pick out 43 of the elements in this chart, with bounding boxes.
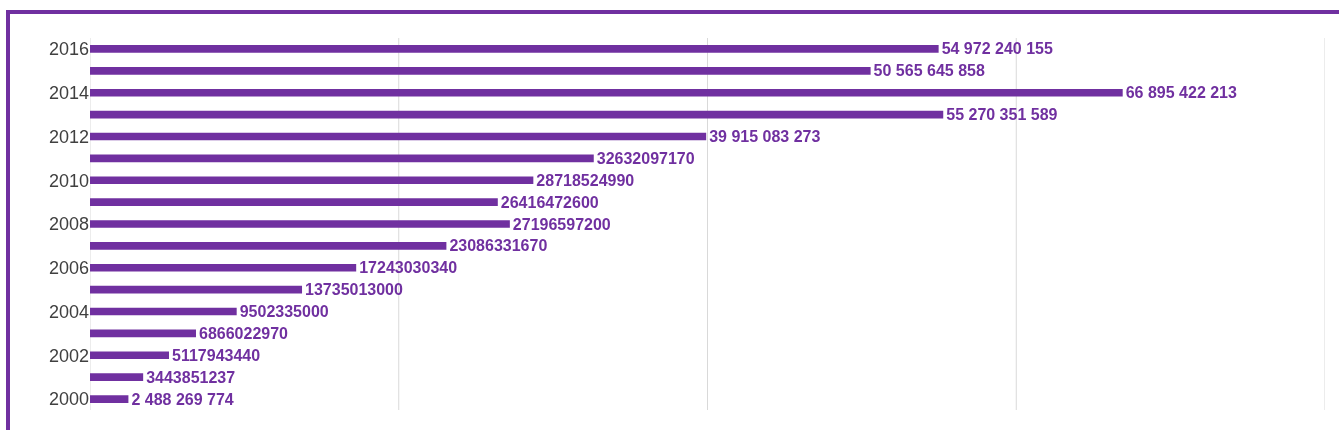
bar (90, 242, 447, 250)
data-label: 17243030340 (359, 259, 458, 277)
data-label: 6866022970 (198, 324, 289, 342)
bar (90, 132, 707, 141)
data-label: 39 915 083 273 (709, 127, 821, 145)
bar (90, 45, 939, 53)
data-label: 66 895 422 213 (1125, 84, 1238, 102)
data-label: 13735013000 (305, 281, 404, 299)
y-tick-label: 2006 (48, 258, 89, 279)
y-tick-label: 2000 (48, 389, 89, 410)
y-tick-label: 2012 (48, 126, 89, 147)
bar (90, 263, 357, 272)
bar (90, 373, 144, 382)
data-label: 9502335000 (239, 303, 329, 321)
bar (90, 351, 170, 360)
data-label: 32632097170 (596, 149, 695, 167)
y-tick-label: 2016 (48, 39, 89, 60)
bar (90, 220, 510, 228)
data-label: 55 270 351 589 (946, 106, 1058, 124)
y-tick-label: 2008 (48, 214, 89, 235)
bar (90, 110, 944, 119)
bar (90, 66, 871, 75)
bar (90, 176, 534, 185)
y-tick-label: 2010 (48, 170, 89, 191)
data-label: 23086331670 (449, 237, 548, 255)
data-label: 54 972 240 155 (941, 40, 1053, 58)
bar (90, 307, 237, 316)
bar (90, 329, 196, 338)
y-tick-label: 2002 (48, 345, 89, 366)
data-label: 3443851237 (146, 368, 236, 386)
data-label: 2 488 269 774 (131, 390, 234, 408)
data-label: 28718524990 (536, 171, 635, 189)
y-tick-label: 2004 (48, 301, 89, 322)
data-label: 50 565 645 858 (873, 62, 985, 80)
bar (90, 198, 498, 206)
data-label: 27196597200 (512, 215, 611, 233)
bar (90, 285, 303, 294)
bar (90, 88, 1123, 97)
bar (90, 395, 129, 403)
bar (90, 154, 594, 163)
data-label: 26416472600 (500, 193, 599, 211)
data-label: 5117943440 (172, 346, 261, 364)
y-tick-label: 2014 (48, 83, 89, 104)
